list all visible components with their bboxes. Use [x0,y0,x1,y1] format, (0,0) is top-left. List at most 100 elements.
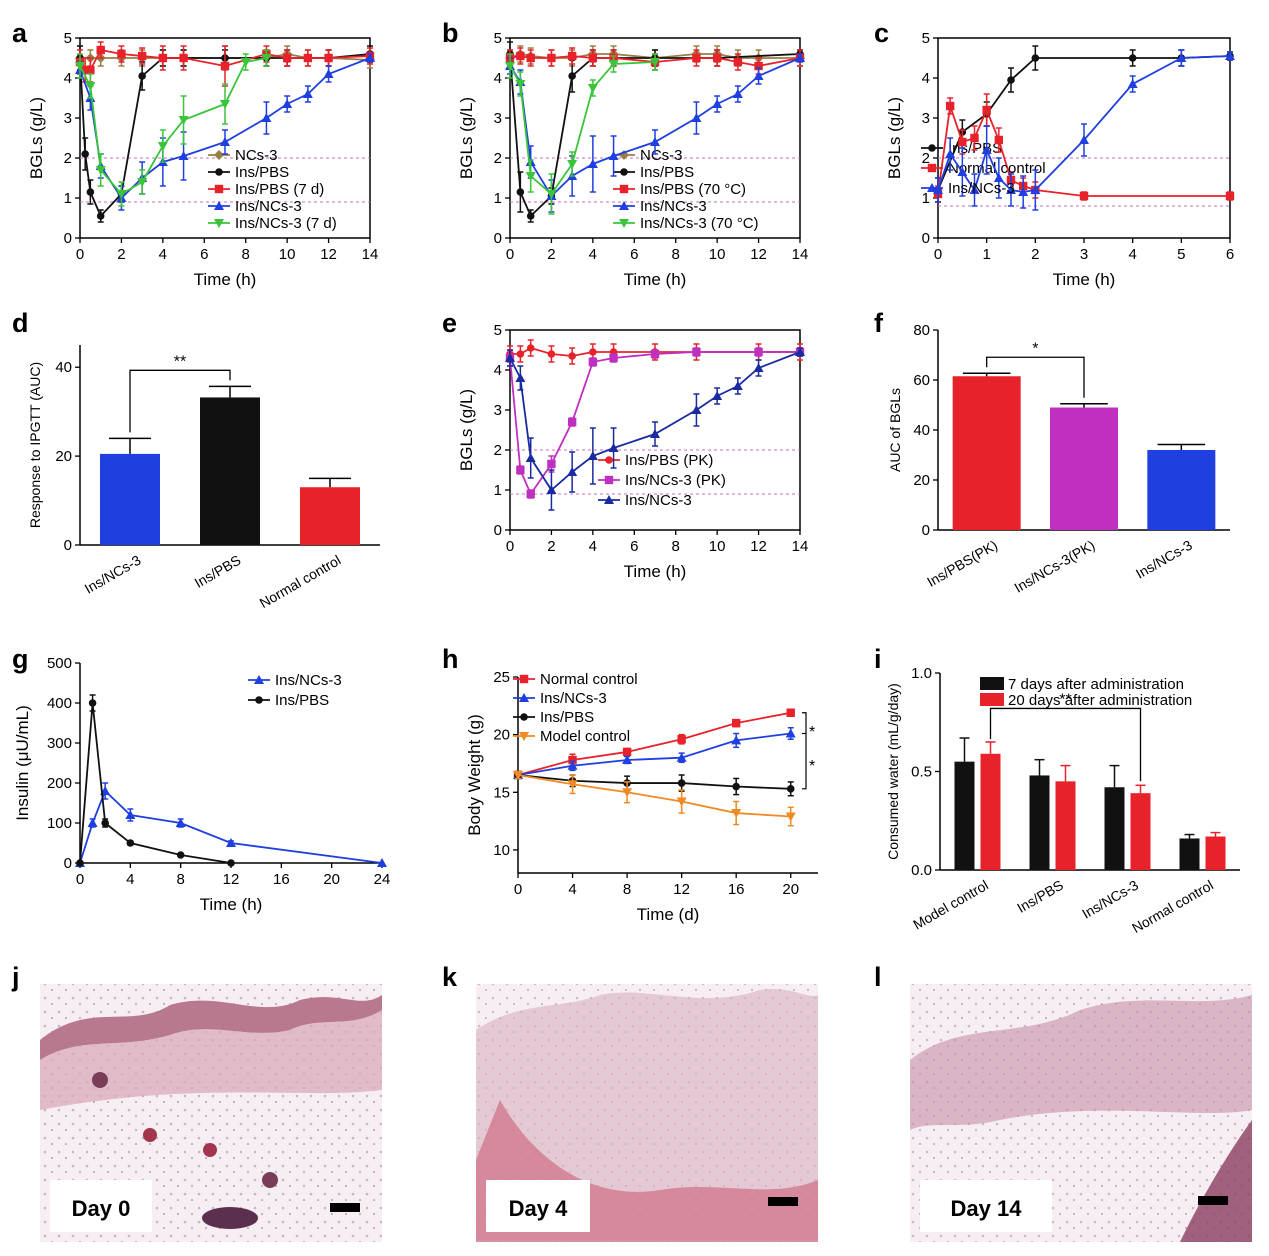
data-point [568,72,576,80]
x-tick-label: 4 [568,881,576,898]
data-point [622,755,633,765]
legend-swatch [980,693,1004,706]
data-point [282,99,293,108]
legend-entry: Model control [513,728,630,745]
x-tick-label: 14 [362,246,379,263]
data-point [546,485,557,494]
significance-bracket [802,712,807,790]
data-point [1031,54,1040,62]
histology-label-box [920,1180,1052,1232]
data-point [587,159,598,168]
data-point [567,467,578,476]
data-point [179,53,188,63]
histology-label-box [50,1180,152,1232]
plot-frame [509,329,801,531]
y-tick-label: 0 [494,230,502,247]
x-category-label: Ins/NCs-3 [82,552,144,597]
y-tick-label: 15 [493,784,510,801]
data-point [692,347,701,357]
epidermis-layer [1180,1120,1252,1242]
x-axis-title: Time (h) [200,895,263,914]
x-tick-label: 14 [792,246,809,263]
bar [1050,407,1118,530]
legend-label: Model control [540,728,630,745]
data-point [214,150,224,160]
legend-entry: Ins/PBS (PK) [598,452,713,469]
data-point [605,456,613,464]
data-point [622,788,633,798]
y-axis-title: BGLs (g/L) [457,389,476,471]
bar [954,761,975,870]
y-tick-label: 40 [913,422,930,439]
data-point [377,858,387,867]
chart-g: 0 100 200 300 400 500 0 4 8 12 16 20 24 Time (h) Insul… [13,655,390,914]
data-point [255,696,263,704]
y-axis-title: Body Weight (g) [465,714,484,836]
follicle [143,1128,157,1142]
data-point [982,105,991,115]
data-point [731,809,742,819]
scale-bar [330,1203,360,1212]
x-tick-label: 16 [728,881,745,898]
legend-label: Normal control [948,160,1046,177]
data-point [958,137,967,147]
legend-label: Ins/NCs-3 (7 d) [235,215,337,232]
data-point [513,771,523,780]
panel-letter-i: i [874,644,882,674]
bar [1055,781,1076,870]
data-point [587,84,598,93]
legend-entry: Ins/NCs-3 (70 °C) [613,215,759,232]
data-point [1030,185,1041,194]
legend-entry: Ins/NCs-3 (PK) [598,472,726,489]
panel-letter-e: e [442,308,457,338]
data-point [101,819,109,827]
y-tick-label: 0 [922,230,930,247]
bar [952,376,1021,530]
data-point [178,116,189,125]
plot-frame [79,37,371,239]
legend-label: NCs-3 [235,147,278,164]
data-point [546,190,557,199]
x-tick-label: 24 [374,871,391,888]
data-point [928,144,936,152]
y-tick-label: 3 [922,110,930,127]
x-tick-label: 12 [223,871,240,888]
data-point [732,381,743,390]
data-point [608,151,619,160]
x-tick-label: 1 [982,246,990,263]
x-tick-label: 10 [709,246,726,263]
data-point [303,53,313,63]
series-ins-pbs-7-d- [75,41,375,87]
y-tick-label: 1.0 [911,665,932,682]
y-tick-label: 4 [922,70,930,87]
data-point [588,357,598,367]
data-point [795,347,805,356]
follicle [203,1143,217,1157]
data-point [261,54,272,63]
data-point [609,353,618,363]
data-point [753,71,764,80]
histology-label: Day 4 [509,1196,568,1221]
y-axis-title: BGLs (g/L) [27,97,46,179]
chart-i: 0.0 0.5 1.0 Consumed water (mL/g/day) Model … [885,665,1240,936]
data-point [754,347,763,357]
data-point [1176,53,1187,62]
data-point [650,137,660,146]
data-point [1127,79,1138,88]
legend-entry: NCs-3 [613,147,683,164]
scale-bar [768,1197,798,1206]
legend-label: Ins/NCs-3 [948,180,1015,197]
histology-label-box [486,1180,590,1232]
bar [200,397,260,545]
data-point [525,172,536,181]
series-ins-ncs-3-70-c- [505,53,660,215]
x-axis-title: Time (h) [624,562,687,581]
data-point [927,183,937,192]
x-tick-label: 8 [623,881,631,898]
data-point [516,465,525,475]
legend-entry: Ins/NCs-3 [613,198,707,215]
series-line [509,61,656,196]
y-tick-label: 3 [494,402,502,419]
